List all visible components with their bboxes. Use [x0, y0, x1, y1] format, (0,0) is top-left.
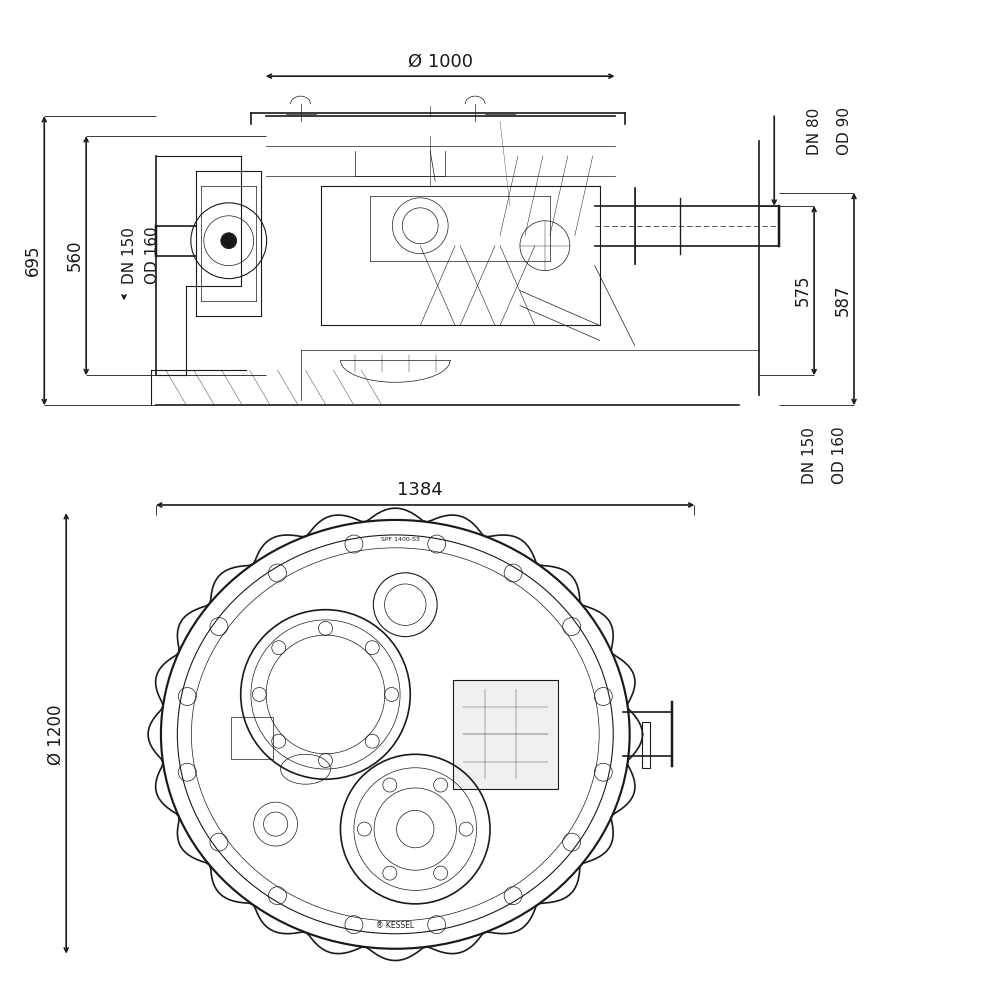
Text: 575: 575 — [794, 275, 812, 306]
Text: 587: 587 — [834, 285, 852, 316]
Text: DN 80: DN 80 — [807, 107, 822, 155]
Text: OD 160: OD 160 — [832, 426, 847, 484]
Text: OD 160: OD 160 — [145, 227, 160, 284]
Text: Ø 1200: Ø 1200 — [46, 704, 64, 765]
Bar — [231, 717, 273, 759]
Text: 695: 695 — [24, 245, 42, 276]
Bar — [453, 680, 558, 789]
Text: 1384: 1384 — [397, 481, 443, 499]
Text: Ø 1000: Ø 1000 — [408, 52, 473, 70]
Bar — [642, 722, 650, 768]
Text: 560: 560 — [66, 240, 84, 271]
Text: DN 150: DN 150 — [122, 227, 137, 284]
Text: ® KESSEL: ® KESSEL — [376, 921, 414, 930]
Text: OD 90: OD 90 — [837, 107, 852, 155]
Ellipse shape — [161, 520, 630, 949]
Text: DN 150: DN 150 — [802, 427, 817, 484]
Circle shape — [221, 233, 237, 249]
Text: SPF 1400-S3: SPF 1400-S3 — [381, 537, 420, 542]
